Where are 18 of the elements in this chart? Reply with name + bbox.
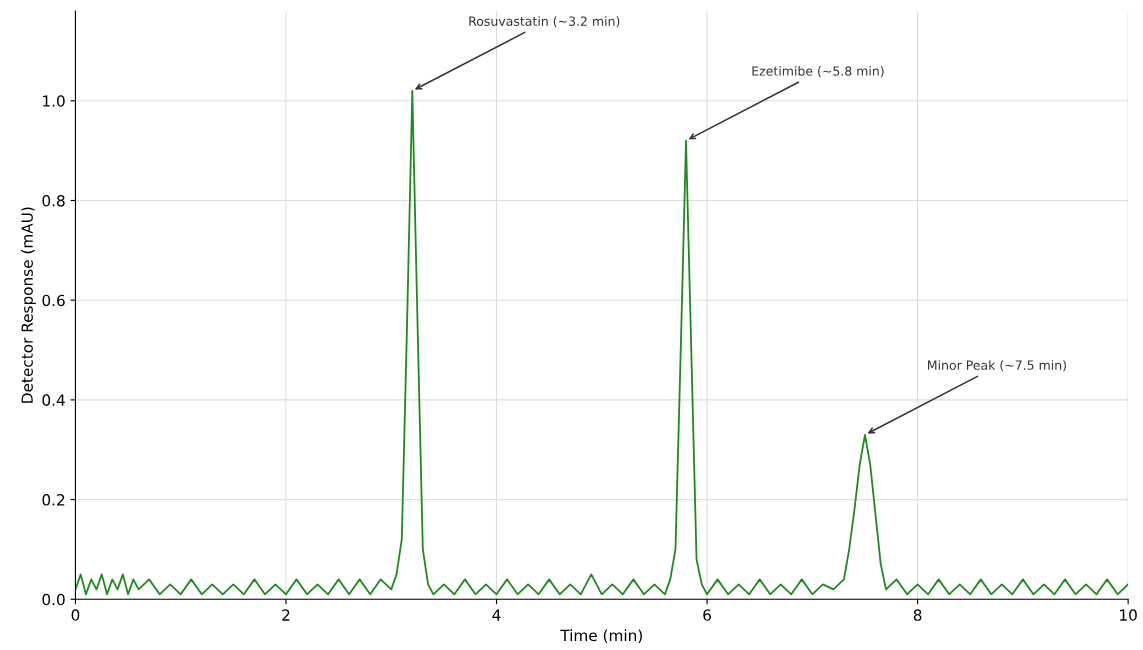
y-tick-label: 0.2 — [42, 494, 65, 506]
y-tick-label: 0.8 — [42, 194, 65, 207]
annotation: Ezetimibe (~5.8 min) — [752, 66, 884, 78]
x-tick-label: 2 — [282, 609, 290, 621]
y-tick-label: 0.0 — [42, 593, 65, 606]
x-tick-label: 10 — [1120, 609, 1137, 621]
y-tick-label: 1.0 — [43, 95, 65, 107]
x-tick-label: 8 — [913, 609, 922, 621]
x-axis-title: Time (min) — [560, 629, 642, 643]
y-tick-label: 0.4 — [42, 394, 65, 406]
y-axis-title: Detector Response (mAU) — [21, 207, 36, 403]
x-tick-label: 0 — [71, 609, 80, 621]
line-series — [75, 89, 1129, 596]
annotation: Minor Peak (~7.5 min) — [928, 360, 1066, 372]
x-tick-label: 4 — [492, 609, 501, 621]
x-tick-label: 6 — [703, 609, 711, 621]
annotation: Rosuvastatin (~3.2 min) — [469, 16, 620, 28]
y-tick-label: 0.6 — [42, 294, 65, 307]
